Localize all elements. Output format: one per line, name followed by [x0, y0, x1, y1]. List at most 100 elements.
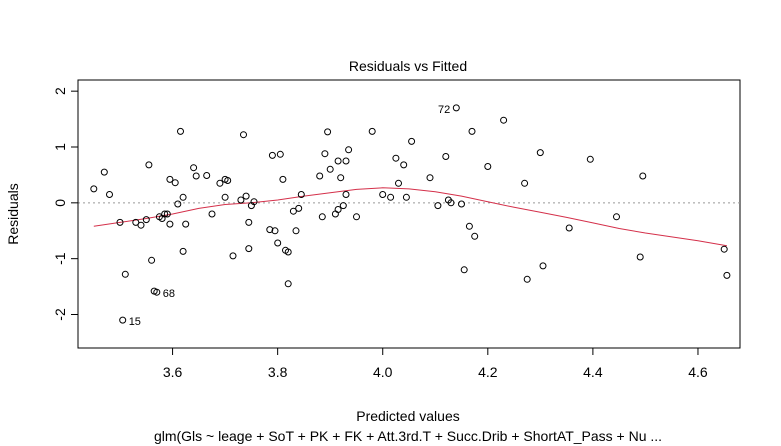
data-point	[402, 193, 410, 201]
data-point	[203, 172, 211, 179]
data-point	[379, 191, 387, 198]
data-point	[539, 262, 547, 270]
data-point	[250, 198, 258, 206]
data-point	[166, 220, 174, 228]
data-point	[121, 270, 129, 278]
data-point	[318, 213, 326, 221]
data-point	[224, 177, 232, 184]
data-point	[237, 196, 245, 204]
x-tick-label: 3.8	[268, 364, 288, 380]
points-layer: 15 68 72	[90, 104, 731, 328]
data-point	[426, 174, 434, 182]
data-point	[179, 247, 187, 255]
chart-subtitle: glm(Gls ~ leage + SoT + PK + FK + Att.3r…	[154, 428, 662, 444]
data-point	[613, 213, 620, 221]
data-point	[465, 222, 473, 230]
data-point	[132, 218, 140, 226]
data-point	[266, 226, 274, 234]
y-tick-label: -1	[52, 252, 68, 265]
data-point	[242, 192, 250, 200]
x-tick-label: 3.6	[163, 364, 183, 380]
data-point	[452, 104, 460, 112]
data-point	[321, 150, 329, 158]
data-point	[339, 202, 347, 210]
x-tick-label: 4.2	[478, 364, 498, 380]
data-point	[353, 213, 360, 221]
point-label: 68	[163, 288, 175, 300]
data-point	[334, 157, 342, 165]
data-point	[392, 154, 400, 162]
data-point	[408, 137, 416, 145]
data-point	[331, 210, 339, 218]
data-point	[295, 204, 303, 212]
data-point	[240, 131, 247, 139]
data-point	[521, 179, 529, 187]
data-point	[268, 151, 276, 159]
data-point	[468, 127, 476, 135]
data-point	[639, 172, 647, 180]
data-point	[174, 200, 182, 208]
data-point	[106, 191, 113, 198]
data-point	[316, 172, 324, 180]
smooth-line-layer	[93, 187, 727, 247]
y-axis-label: Residuals	[5, 183, 21, 244]
y-tick-label: -2	[52, 308, 68, 321]
data-point	[171, 179, 179, 187]
data-point	[484, 163, 492, 170]
point-label: 15	[129, 316, 141, 328]
data-point	[100, 168, 108, 176]
data-point	[442, 153, 450, 160]
data-point	[586, 155, 594, 163]
y-tick-label: 0	[52, 199, 68, 207]
data-point	[345, 146, 353, 154]
y-tick-label: 1	[52, 143, 68, 151]
plot-frame	[77, 79, 741, 349]
data-point	[274, 239, 282, 247]
data-point	[471, 232, 479, 240]
x-tick-label: 4.4	[583, 364, 603, 380]
data-point	[720, 245, 728, 253]
data-point	[342, 191, 350, 198]
x-axis: 3.6 3.8 4.0 4.2 4.4 4.6	[163, 347, 708, 380]
y-axis: -2 -1 0 1 2	[52, 87, 79, 321]
x-tick-label: 4.6	[688, 364, 708, 380]
data-point	[284, 280, 292, 288]
data-point	[334, 206, 342, 213]
data-point	[190, 164, 198, 172]
data-point	[368, 127, 376, 135]
data-point	[289, 207, 297, 215]
data-point	[245, 218, 253, 226]
data-point	[292, 227, 300, 235]
data-point	[337, 174, 345, 182]
data-point	[523, 275, 531, 283]
data-point	[284, 248, 292, 256]
data-point	[434, 202, 442, 210]
point-label: 72	[438, 104, 450, 116]
data-point	[447, 199, 455, 207]
data-point	[400, 161, 408, 169]
data-point	[342, 157, 350, 165]
data-point	[137, 221, 145, 229]
data-point	[177, 127, 184, 135]
data-point	[192, 172, 200, 180]
data-point	[216, 179, 224, 187]
data-point	[229, 252, 237, 260]
data-point	[636, 253, 644, 261]
data-point	[182, 220, 190, 228]
data-point	[163, 210, 171, 218]
data-point	[387, 193, 395, 201]
smooth-trend-line	[93, 187, 727, 247]
data-point	[565, 224, 573, 232]
data-point	[297, 191, 305, 198]
data-point	[153, 288, 161, 296]
data-point	[460, 266, 468, 274]
data-point	[161, 210, 169, 218]
data-point	[536, 149, 544, 157]
x-tick-label: 4.0	[373, 364, 393, 380]
data-point	[500, 116, 508, 124]
data-point	[116, 218, 124, 226]
data-point	[458, 200, 465, 208]
data-point	[148, 256, 156, 264]
data-point	[166, 175, 174, 183]
